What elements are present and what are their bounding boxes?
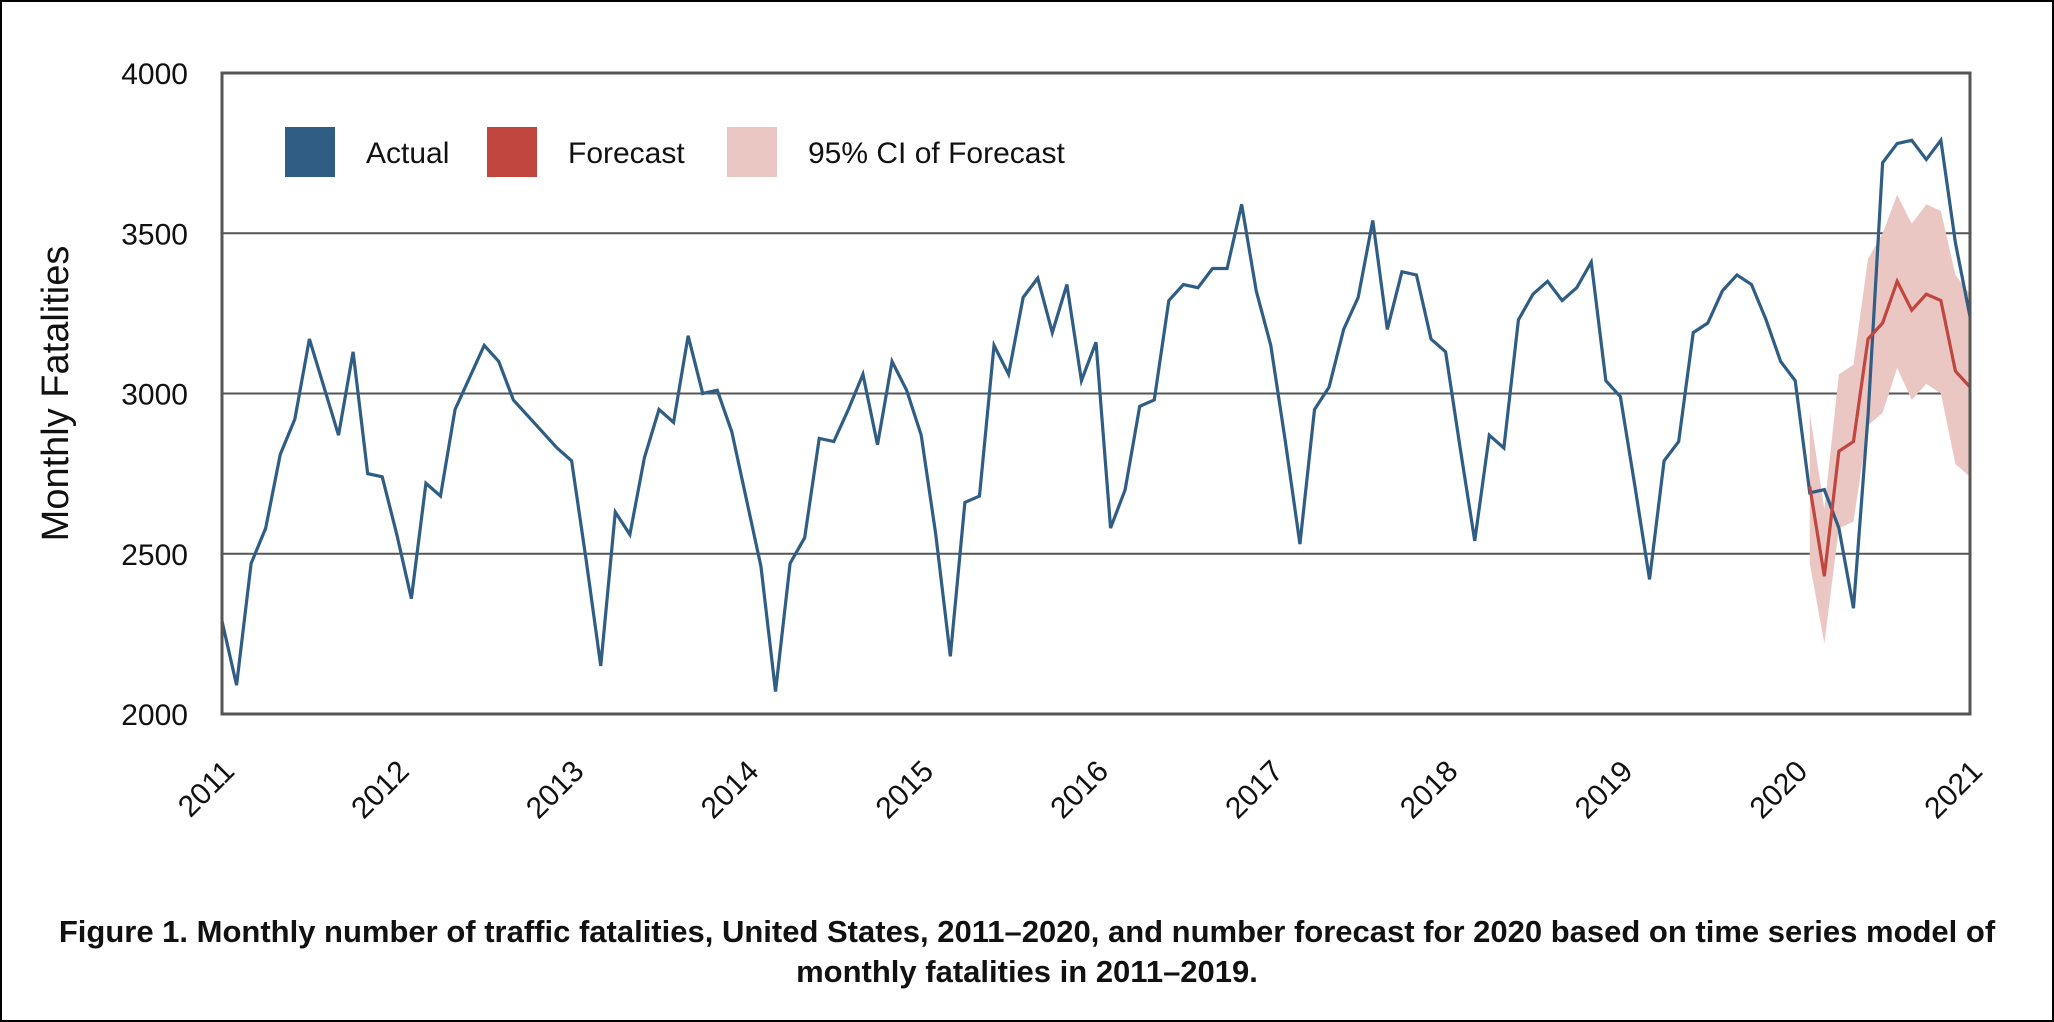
legend-swatch — [285, 127, 335, 177]
series-line-actual — [220, 136, 1972, 692]
caption-line-2: monthly fatalities in 2011–2019. — [796, 954, 1258, 989]
y-tick-label: 4000 — [121, 58, 188, 91]
axis-layer: 2000 2500 3000 3500 4000 2011 2012 2013 2014 2015… — [121, 58, 1989, 825]
chart: 2000 2500 3000 3500 4000 2011 2012 2013 2014 2015… — [35, 58, 1989, 825]
plot-area-border — [220, 71, 1972, 716]
x-tick-label: 2017 — [1219, 755, 1290, 826]
x-tick-label: 2013 — [520, 755, 591, 826]
x-tick-label: 2011 — [172, 755, 241, 824]
series-line-forecast — [1808, 277, 1972, 577]
x-tick-label: 2021 — [1918, 755, 1989, 826]
y-tick-label: 3000 — [121, 379, 188, 412]
y-tick-label: 3500 — [121, 218, 188, 251]
legend-label: 95% CI of Forecast — [808, 137, 1065, 170]
y-tick-label: 2500 — [121, 539, 188, 572]
x-tick-label: 2019 — [1569, 755, 1640, 826]
legend-swatch — [487, 127, 537, 177]
x-tick-label: 2020 — [1744, 755, 1815, 826]
x-tick-label: 2014 — [695, 755, 766, 826]
legend-label: Actual — [366, 137, 449, 170]
series-layer — [220, 136, 1972, 692]
x-tick-label: 2015 — [870, 755, 941, 826]
x-tick-label: 2012 — [345, 755, 416, 826]
figure-caption: Figure 1. Monthly number of traffic fata… — [0, 912, 2054, 992]
legend-swatch — [727, 127, 777, 177]
legend: Actual Forecast 95% CI of Forecast — [285, 127, 1065, 177]
ci-layer — [1809, 194, 1970, 644]
x-tick-label: 2018 — [1394, 755, 1465, 826]
y-tick-label: 2000 — [121, 699, 188, 732]
x-tick-label: 2016 — [1044, 755, 1115, 826]
legend-label: Forecast — [568, 137, 685, 170]
grid-layer — [222, 232, 1970, 555]
ci-band — [1809, 194, 1970, 644]
y-axis-label: Monthly Fatalities — [35, 246, 77, 542]
caption-line-1: Figure 1. Monthly number of traffic fata… — [58, 914, 1996, 949]
